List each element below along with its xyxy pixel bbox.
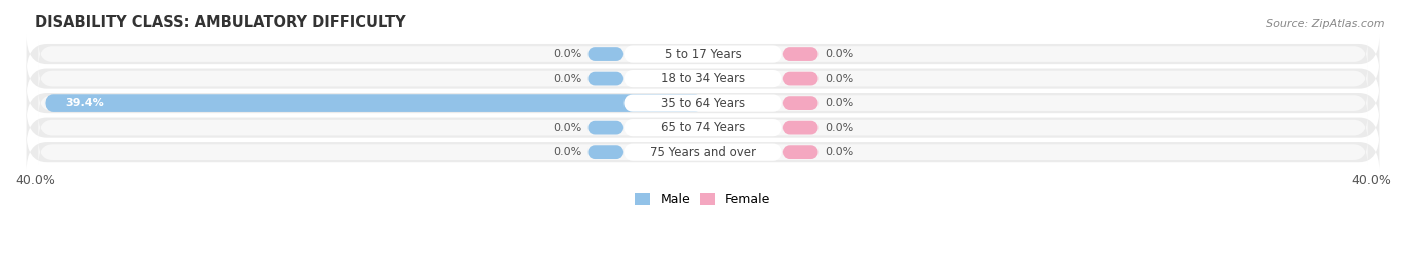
FancyBboxPatch shape xyxy=(624,94,782,112)
FancyBboxPatch shape xyxy=(782,72,818,86)
FancyBboxPatch shape xyxy=(45,94,703,112)
FancyBboxPatch shape xyxy=(27,108,1379,147)
FancyBboxPatch shape xyxy=(588,145,624,159)
Text: 0.0%: 0.0% xyxy=(825,98,853,108)
Text: 0.0%: 0.0% xyxy=(825,123,853,133)
Text: 0.0%: 0.0% xyxy=(553,74,581,84)
Text: 35 to 64 Years: 35 to 64 Years xyxy=(661,97,745,109)
FancyBboxPatch shape xyxy=(782,96,818,110)
Text: 0.0%: 0.0% xyxy=(553,147,581,157)
Text: Source: ZipAtlas.com: Source: ZipAtlas.com xyxy=(1267,19,1385,29)
Text: 0.0%: 0.0% xyxy=(553,123,581,133)
Text: 18 to 34 Years: 18 to 34 Years xyxy=(661,72,745,85)
Text: 0.0%: 0.0% xyxy=(553,49,581,59)
FancyBboxPatch shape xyxy=(27,133,1379,172)
FancyBboxPatch shape xyxy=(38,115,1368,140)
FancyBboxPatch shape xyxy=(588,72,624,86)
FancyBboxPatch shape xyxy=(624,119,782,136)
Text: DISABILITY CLASS: AMBULATORY DIFFICULTY: DISABILITY CLASS: AMBULATORY DIFFICULTY xyxy=(35,15,405,30)
FancyBboxPatch shape xyxy=(38,66,1368,91)
Legend: Male, Female: Male, Female xyxy=(630,188,776,211)
FancyBboxPatch shape xyxy=(782,121,818,134)
FancyBboxPatch shape xyxy=(38,41,1368,67)
FancyBboxPatch shape xyxy=(782,47,818,61)
FancyBboxPatch shape xyxy=(27,35,1379,73)
Text: 39.4%: 39.4% xyxy=(65,98,104,108)
FancyBboxPatch shape xyxy=(588,121,624,134)
FancyBboxPatch shape xyxy=(38,90,1368,116)
FancyBboxPatch shape xyxy=(38,139,1368,165)
Text: 65 to 74 Years: 65 to 74 Years xyxy=(661,121,745,134)
Text: 0.0%: 0.0% xyxy=(825,49,853,59)
Text: 0.0%: 0.0% xyxy=(825,147,853,157)
FancyBboxPatch shape xyxy=(782,145,818,159)
FancyBboxPatch shape xyxy=(588,96,624,110)
FancyBboxPatch shape xyxy=(27,59,1379,98)
FancyBboxPatch shape xyxy=(588,47,624,61)
Text: 0.0%: 0.0% xyxy=(825,74,853,84)
FancyBboxPatch shape xyxy=(624,144,782,161)
Text: 5 to 17 Years: 5 to 17 Years xyxy=(665,48,741,61)
FancyBboxPatch shape xyxy=(624,45,782,63)
Text: 75 Years and over: 75 Years and over xyxy=(650,146,756,159)
FancyBboxPatch shape xyxy=(27,84,1379,122)
FancyBboxPatch shape xyxy=(624,70,782,87)
